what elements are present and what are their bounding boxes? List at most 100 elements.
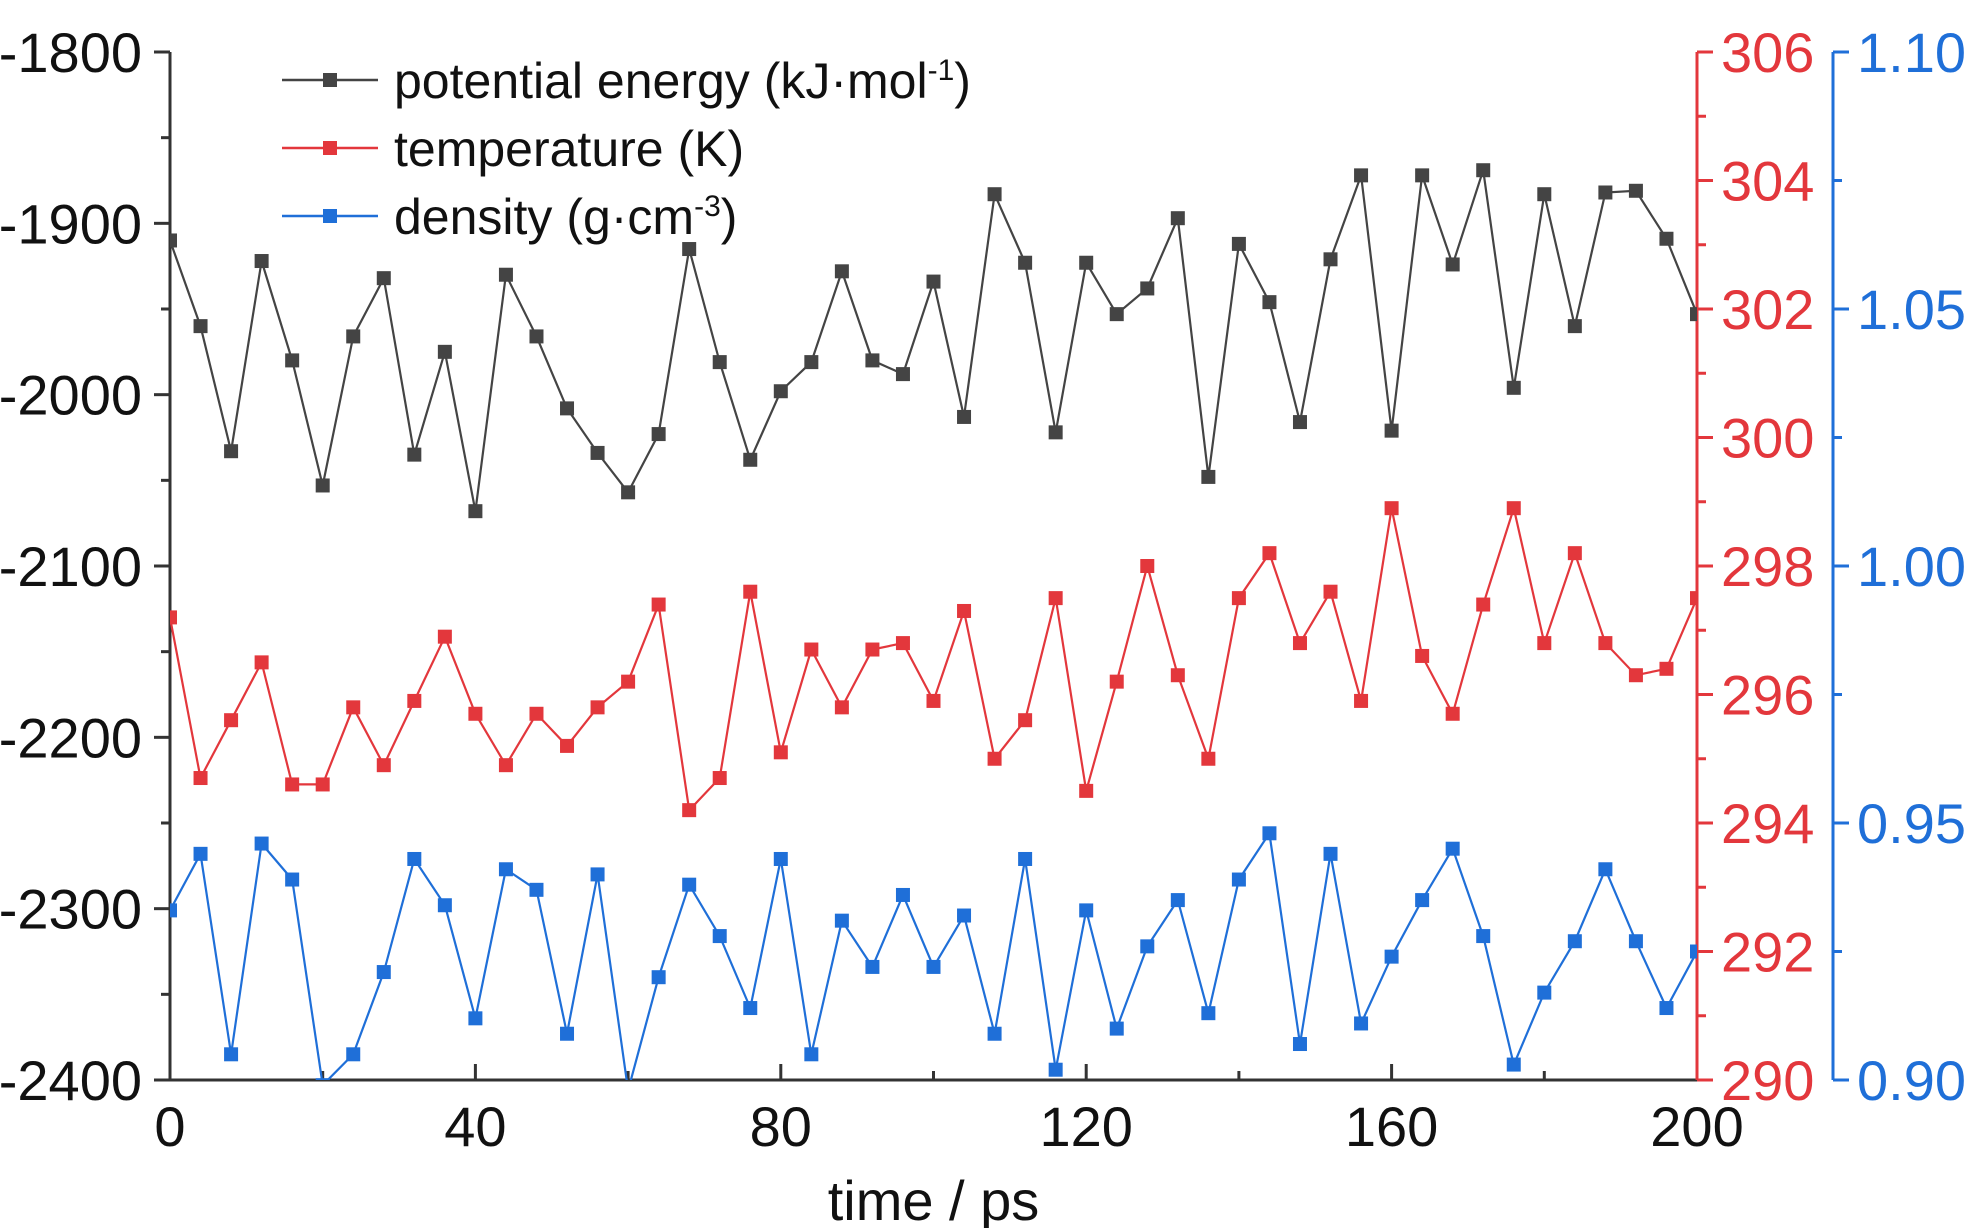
data-point-potential	[1292, 415, 1307, 430]
data-point-potential	[1690, 307, 1697, 322]
data-point-density	[1598, 862, 1613, 877]
x-axis-tick-label: 160	[1345, 1095, 1438, 1158]
left-axis-tick-label: -2000	[0, 364, 142, 427]
data-point-potential	[170, 233, 177, 248]
legend-marker-density	[323, 209, 337, 223]
left-axis-tick-label: -2100	[0, 535, 142, 598]
data-point-temperature	[1201, 751, 1216, 766]
data-point-temperature	[621, 674, 636, 689]
data-point-potential	[1384, 423, 1399, 438]
data-point-density	[1048, 1062, 1063, 1077]
data-point-potential	[1018, 255, 1033, 270]
data-point-temperature	[437, 629, 452, 644]
x-axis-tick-label: 200	[1650, 1095, 1743, 1158]
data-point-temperature	[957, 603, 972, 618]
legend-label-temperature: temperature (K)	[394, 121, 744, 177]
data-point-potential	[1109, 307, 1124, 322]
data-point-density	[1323, 846, 1338, 861]
data-point-temperature	[1445, 706, 1460, 721]
data-point-potential	[1048, 425, 1063, 440]
data-point-potential	[1079, 255, 1094, 270]
data-point-density	[315, 1078, 330, 1080]
data-point-density	[865, 959, 880, 974]
data-point-density	[285, 872, 300, 887]
data-point-temperature	[1170, 668, 1185, 683]
data-point-potential	[987, 187, 1002, 202]
data-point-density	[1201, 1006, 1216, 1021]
data-point-potential	[1354, 168, 1369, 183]
right-axis-temperature-tick-label: 290	[1721, 1049, 1814, 1112]
data-point-temperature	[926, 693, 941, 708]
data-point-temperature	[1476, 597, 1491, 612]
data-point-potential	[743, 452, 758, 467]
data-point-temperature	[1292, 636, 1307, 651]
data-point-temperature	[987, 751, 1002, 766]
data-point-temperature	[651, 597, 666, 612]
series-line-temperature	[170, 504, 1697, 813]
data-point-potential	[682, 242, 697, 257]
data-point-potential	[1415, 168, 1430, 183]
x-axis-title: time / ps	[828, 1169, 1040, 1228]
data-point-potential	[1506, 380, 1521, 395]
data-point-temperature	[498, 758, 513, 773]
data-point-density	[957, 908, 972, 923]
series-group	[170, 163, 1697, 1097]
data-point-density	[224, 1047, 239, 1062]
right-axis-temperature-tick-label: 292	[1721, 921, 1814, 984]
data-point-potential	[1628, 183, 1643, 198]
data-point-temperature	[529, 706, 544, 721]
legend-label-density-sup: -3	[694, 190, 721, 223]
data-point-temperature	[1415, 648, 1430, 663]
data-point-potential	[895, 367, 910, 382]
x-axis-tick-label: 120	[1039, 1095, 1132, 1158]
data-point-density	[804, 1047, 819, 1062]
data-point-potential	[285, 353, 300, 368]
data-point-density	[346, 1047, 361, 1062]
legend-label-density: density (g·cm-3)	[394, 189, 737, 245]
data-point-density	[926, 959, 941, 974]
legend-entry-temperature: temperature (K)	[282, 121, 744, 177]
data-point-density	[1567, 934, 1582, 949]
data-point-potential	[712, 355, 727, 370]
data-point-potential	[1567, 319, 1582, 334]
right-axis-temperature-tick-label: 296	[1721, 664, 1814, 727]
data-point-density	[1690, 944, 1697, 959]
data-point-temperature	[468, 706, 483, 721]
data-point-temperature	[1109, 674, 1124, 689]
data-point-temperature	[285, 777, 300, 792]
data-point-density	[254, 836, 269, 851]
data-point-potential	[437, 344, 452, 359]
data-point-potential	[1476, 163, 1491, 178]
legend: potential energy (kJ·mol-1) temperature …	[282, 53, 971, 245]
right-axis-temperature-tick-label: 298	[1721, 535, 1814, 598]
data-point-temperature	[224, 713, 239, 728]
data-point-temperature	[193, 771, 208, 786]
data-point-potential	[957, 409, 972, 424]
data-point-potential	[1659, 231, 1674, 246]
data-point-temperature	[773, 745, 788, 760]
data-point-density	[621, 1083, 635, 1097]
data-point-temperature	[1048, 591, 1063, 606]
data-point-density	[437, 898, 452, 913]
right-axis-density-tick-label: 1.00	[1857, 535, 1966, 598]
data-point-potential	[1231, 236, 1246, 251]
data-point-potential	[865, 353, 880, 368]
data-point-potential	[407, 447, 422, 462]
data-point-temperature	[1628, 668, 1643, 683]
left-axis-tick-label: -1800	[0, 21, 142, 84]
data-point-density	[1170, 893, 1185, 908]
legend-label-potential: potential energy (kJ·mol-1)	[394, 53, 971, 109]
data-point-density	[773, 851, 788, 866]
data-point-potential	[346, 329, 361, 344]
right-axis-temperature-tick-label: 300	[1721, 407, 1814, 470]
data-point-density	[1140, 939, 1155, 954]
x-axis-tick-label: 40	[444, 1095, 506, 1158]
x-axis-tick-label: 80	[750, 1095, 812, 1158]
data-point-potential	[1170, 211, 1185, 226]
data-point-temperature	[804, 642, 819, 657]
data-point-potential	[621, 485, 636, 500]
data-point-density	[529, 882, 544, 897]
data-point-density	[987, 1026, 1002, 1041]
data-point-temperature	[1384, 501, 1399, 516]
